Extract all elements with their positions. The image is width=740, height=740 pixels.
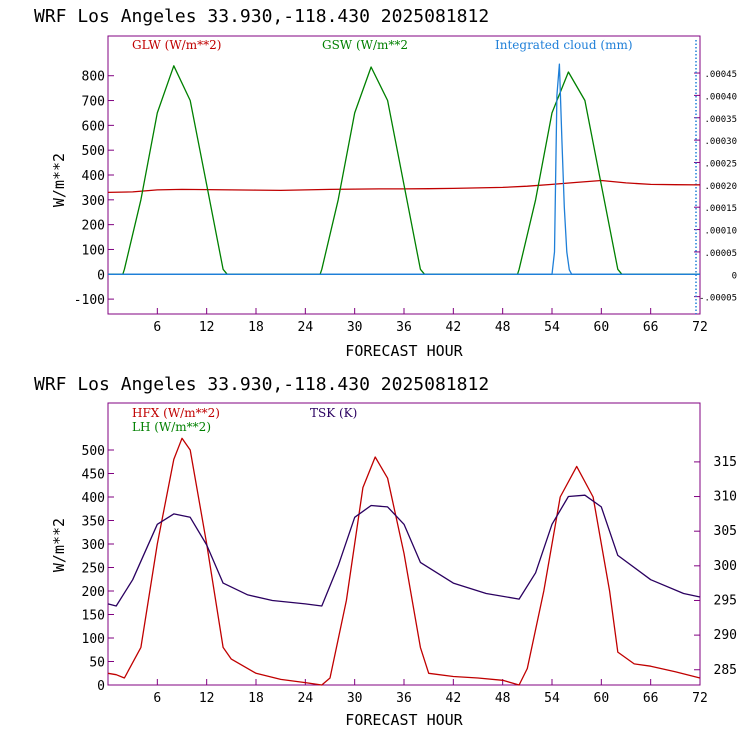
bottom-x-tick-label: 12 bbox=[199, 691, 215, 706]
legend-lh: LH (W/m**2) bbox=[132, 420, 211, 434]
bottom-y2-tick-label: 300 bbox=[714, 559, 737, 574]
bottom-x-tick-label: 30 bbox=[347, 691, 363, 706]
top-y-tick-label: 400 bbox=[82, 169, 105, 184]
bottom-x-tick-label: 24 bbox=[298, 691, 314, 706]
panel-top-xlabel: FORECAST HOUR bbox=[345, 342, 463, 360]
bottom-x-tick-label: 66 bbox=[643, 691, 659, 706]
top-y-tick-label: 0 bbox=[97, 268, 105, 283]
top-x-tick-label: 66 bbox=[643, 320, 659, 335]
panel-bottom-xlabel: FORECAST HOUR bbox=[345, 711, 463, 729]
bottom-y2-tick-label: 285 bbox=[714, 663, 737, 678]
bottom-y-tick-label: 50 bbox=[89, 656, 105, 671]
top-y2-tick-label: .00005 bbox=[704, 249, 737, 259]
bottom-series-tsk bbox=[107, 494, 701, 607]
legend-hfx: HFX (W/m**2) bbox=[132, 406, 220, 420]
bottom-y2-tick-label: 290 bbox=[714, 628, 737, 643]
top-y2-tick-label: -.00005 bbox=[699, 294, 737, 304]
panel-bottom-title: WRF Los Angeles 33.930,-118.430 20250818… bbox=[34, 374, 489, 395]
bottom-x-tick-label: 42 bbox=[446, 691, 462, 706]
bottom-y2-tick-label: 310 bbox=[714, 490, 737, 505]
top-x-tick-label: 12 bbox=[199, 320, 215, 335]
bottom-y-tick-label: 100 bbox=[82, 632, 105, 647]
top-x-tick-label: 48 bbox=[495, 320, 511, 335]
top-y2-tick-label: .00015 bbox=[704, 204, 737, 214]
legend-gsw: GSW (W/m**2 bbox=[322, 38, 408, 52]
top-y-tick-label: 800 bbox=[82, 70, 105, 85]
bottom-y-tick-label: 500 bbox=[82, 444, 105, 459]
top-y-tick-label: 300 bbox=[82, 194, 105, 209]
panel-top: WRF Los Angeles 33.930,-118.430 20250818… bbox=[34, 6, 737, 360]
bottom-y2-tick-label: 295 bbox=[714, 593, 737, 608]
top-y-tick-label: 100 bbox=[82, 243, 105, 258]
bottom-y-tick-label: 250 bbox=[82, 562, 105, 577]
bottom-y-tick-label: 0 bbox=[97, 679, 105, 694]
top-y2-tick-label: .00030 bbox=[704, 137, 737, 147]
bottom-y-tick-label: 400 bbox=[82, 491, 105, 506]
bottom-y-tick-label: 350 bbox=[82, 515, 105, 530]
legend-tsk: TSK (K) bbox=[310, 406, 357, 420]
top-x-tick-label: 24 bbox=[298, 320, 314, 335]
top-x-tick-label: 6 bbox=[153, 320, 161, 335]
panel-top-series bbox=[107, 63, 701, 275]
bottom-series-hfx bbox=[107, 437, 701, 686]
top-y2-tick-label: .00040 bbox=[704, 92, 737, 102]
bottom-x-tick-label: 36 bbox=[396, 691, 412, 706]
bottom-x-tick-label: 6 bbox=[153, 691, 161, 706]
top-y-tick-label: 500 bbox=[82, 144, 105, 159]
bottom-y2-tick-label: 305 bbox=[714, 524, 737, 539]
panel-top-title: WRF Los Angeles 33.930,-118.430 20250818… bbox=[34, 6, 489, 27]
bottom-y-tick-label: 450 bbox=[82, 468, 105, 483]
panel-bottom: WRF Los Angeles 33.930,-118.430 20250818… bbox=[34, 374, 737, 729]
top-series-gsw bbox=[108, 65, 700, 275]
top-series-integrated bbox=[108, 63, 700, 275]
top-x-tick-label: 54 bbox=[544, 320, 560, 335]
bottom-y2-tick-label: 315 bbox=[714, 455, 737, 470]
bottom-x-tick-label: 48 bbox=[495, 691, 511, 706]
panel-top-axes: 6 12 18 24 30 36 42 48 54 60 66 72 -100 0 100 200 300 400… bbox=[74, 40, 737, 335]
top-y2-tick-label: .00010 bbox=[704, 227, 737, 237]
legend-cloud: Integrated cloud (mm) bbox=[495, 38, 633, 52]
top-y2-tick-label: .00045 bbox=[704, 70, 737, 80]
top-x-tick-label: 60 bbox=[594, 320, 610, 335]
top-x-tick-label: 36 bbox=[396, 320, 412, 335]
top-y-tick-label: 600 bbox=[82, 119, 105, 134]
top-x-tick-label: 42 bbox=[446, 320, 462, 335]
bottom-x-tick-label: 60 bbox=[594, 691, 610, 706]
top-series-glw bbox=[107, 179, 701, 194]
top-x-tick-label: 72 bbox=[692, 320, 708, 335]
top-y2-tick-label: .00035 bbox=[704, 115, 737, 125]
panel-bottom-axes: 6 12 18 24 30 36 42 48 54 60 66 72 0 50 100 150 200 250 30… bbox=[82, 444, 737, 706]
top-x-tick-label: 18 bbox=[248, 320, 264, 335]
top-y-tick-label: 700 bbox=[82, 95, 105, 110]
legend-glw: GLW (W/m**2) bbox=[132, 38, 221, 52]
top-y2-tick-label: .00020 bbox=[704, 182, 737, 192]
top-x-tick-label: 30 bbox=[347, 320, 363, 335]
bottom-y-tick-label: 150 bbox=[82, 609, 105, 624]
bottom-y-tick-label: 300 bbox=[82, 538, 105, 553]
top-y2-tick-label: .00025 bbox=[704, 159, 737, 169]
panel-top-ylabel: W/m**2 bbox=[50, 153, 68, 207]
panel-bottom-ylabel: W/m**2 bbox=[50, 518, 68, 572]
bottom-x-tick-label: 72 bbox=[692, 691, 708, 706]
bottom-x-tick-label: 54 bbox=[544, 691, 560, 706]
bottom-x-tick-label: 18 bbox=[248, 691, 264, 706]
panel-bottom-series bbox=[107, 437, 701, 686]
top-y-tick-label: 200 bbox=[82, 219, 105, 234]
bottom-y-tick-label: 200 bbox=[82, 585, 105, 600]
top-y2-tick-label: 0 bbox=[732, 271, 737, 281]
top-y-tick-label: -100 bbox=[74, 293, 105, 308]
